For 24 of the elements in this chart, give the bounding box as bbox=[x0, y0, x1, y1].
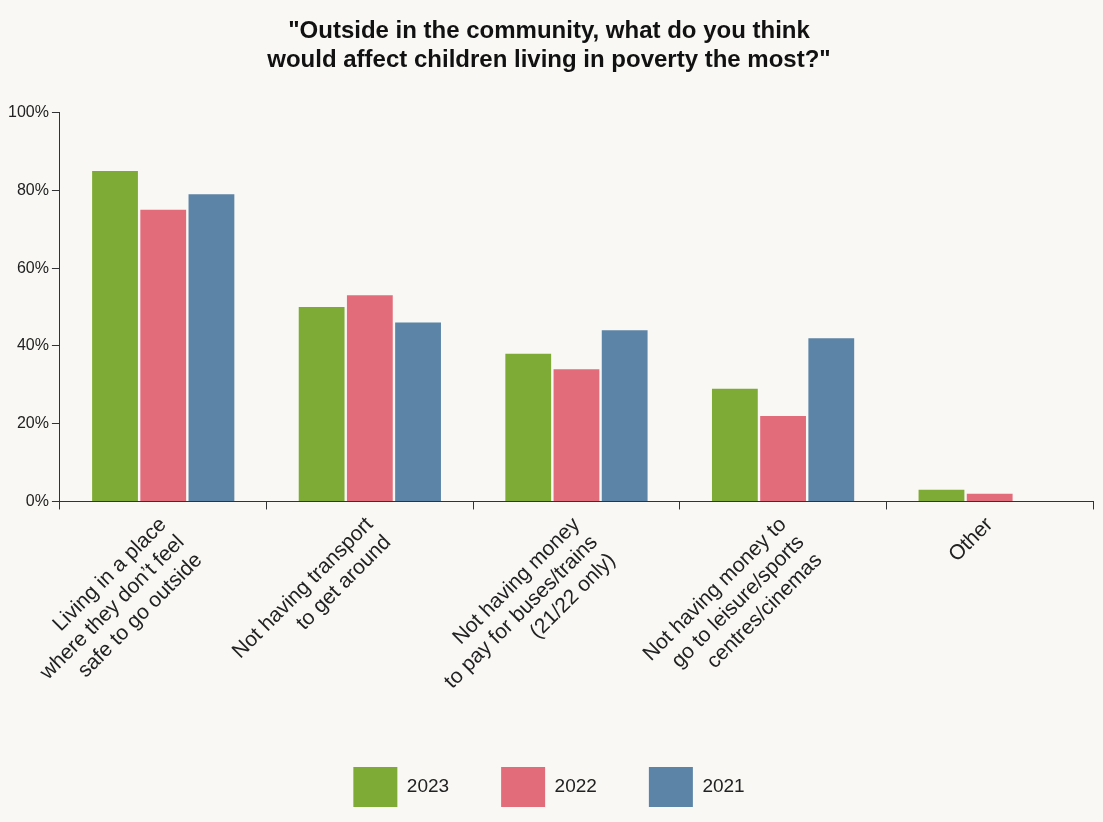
y-tick-label: 100% bbox=[8, 103, 49, 121]
bar bbox=[711, 388, 758, 501]
legend-label: 2022 bbox=[554, 775, 597, 797]
bar bbox=[918, 489, 965, 501]
bar bbox=[966, 493, 1013, 501]
bar bbox=[808, 338, 855, 501]
bar bbox=[298, 307, 345, 501]
y-tick-label: 60% bbox=[16, 258, 49, 276]
bar bbox=[140, 209, 187, 501]
bar bbox=[395, 322, 441, 501]
y-tick-label: 40% bbox=[16, 336, 49, 354]
y-tick-label: 20% bbox=[16, 414, 49, 432]
bar bbox=[346, 295, 393, 501]
bar bbox=[188, 194, 235, 501]
bar bbox=[553, 369, 600, 501]
y-tick-label: 80% bbox=[16, 180, 49, 198]
y-tick-label: 0% bbox=[25, 491, 49, 509]
chart-title: "Outside in the community, what do you think would affect children living in poverty the most?" bbox=[266, 16, 831, 72]
bar bbox=[760, 415, 806, 501]
legend-label: 2021 bbox=[702, 775, 745, 797]
bar bbox=[505, 353, 552, 501]
bar bbox=[92, 170, 138, 501]
legend-label: 2023 bbox=[406, 775, 450, 797]
bar bbox=[601, 330, 648, 501]
